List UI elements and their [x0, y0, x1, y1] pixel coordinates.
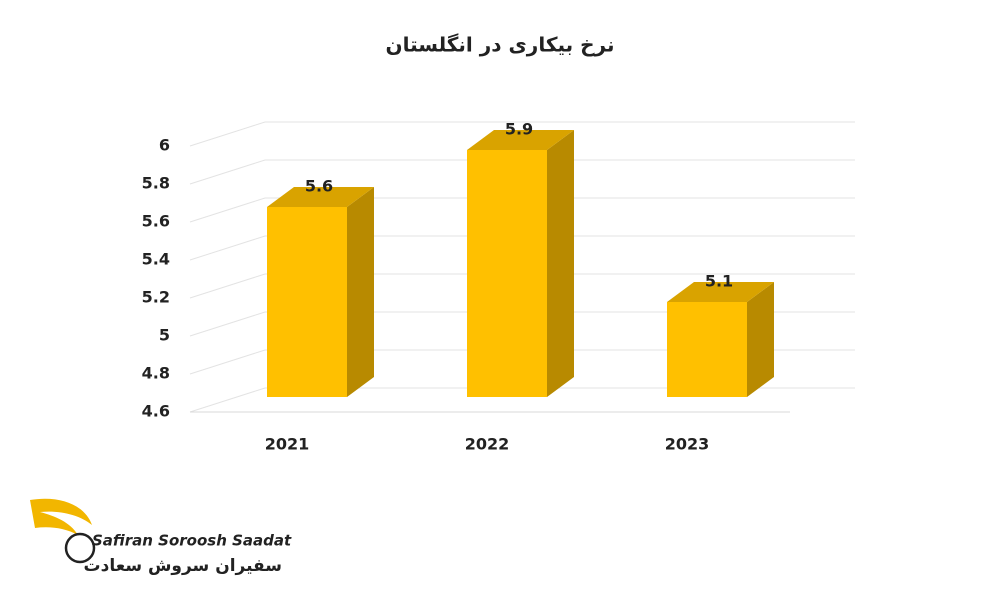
x-tick-label: 2023 [665, 435, 710, 454]
bar [667, 302, 747, 397]
value-label: 5.9 [505, 120, 533, 139]
bar-top [667, 282, 774, 302]
bar [267, 207, 347, 397]
y-tick-label: 4.6 [142, 402, 170, 421]
grid-line [189, 197, 855, 223]
chart-title: نرخ بیکاری در انگلستان [386, 33, 615, 57]
logo-name-fa: سفیران سروش سعادت [84, 556, 282, 576]
y-tick-label: 5.6 [142, 212, 170, 231]
grid-line [189, 387, 855, 413]
logo: Safiran Soroosh Saadat سفیران سروش سعادت [30, 498, 292, 576]
bar-side [747, 282, 774, 397]
grid-line [189, 235, 855, 261]
grid-line [189, 273, 855, 299]
grid-line [189, 311, 855, 337]
value-label: 5.6 [305, 177, 333, 196]
logo-wing [30, 498, 92, 535]
y-tick-label: 5.4 [142, 250, 170, 269]
grid-line [189, 121, 855, 147]
logo-ring [64, 532, 96, 564]
y-tick-label: 5.2 [142, 288, 170, 307]
x-tick-label: 2022 [465, 435, 510, 454]
bar-side [347, 187, 374, 397]
grid-line [189, 349, 855, 375]
y-tick-label: 4.8 [142, 364, 170, 383]
x-tick-label: 2021 [265, 435, 310, 454]
value-label: 5.1 [705, 272, 733, 291]
bar-side [547, 130, 574, 397]
y-tick-label: 6 [159, 136, 170, 155]
grid-line [189, 159, 855, 185]
bar-top [467, 130, 574, 150]
y-tick-label: 5 [159, 326, 170, 345]
logo-name: Safiran Soroosh Saadat [92, 532, 292, 550]
bar-top [267, 187, 374, 207]
y-tick-label: 5.8 [142, 174, 170, 193]
bar [467, 150, 547, 397]
